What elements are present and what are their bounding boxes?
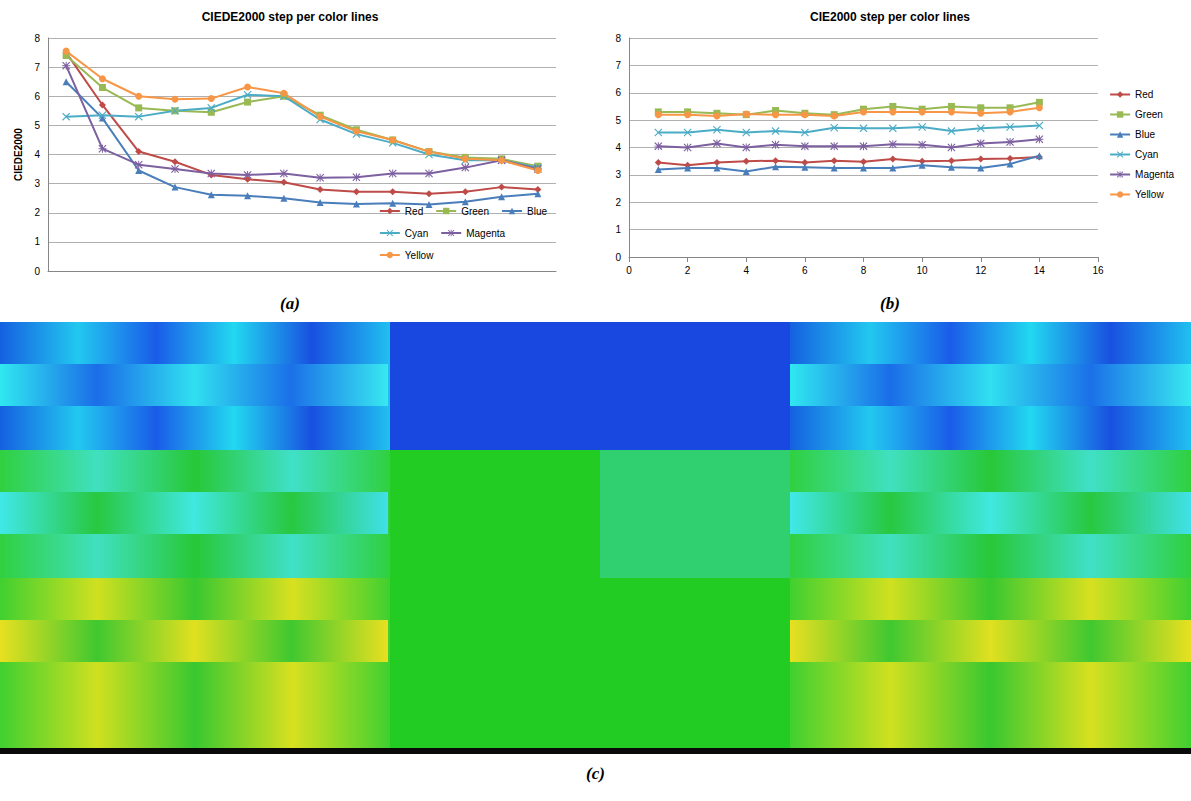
svg-text:12: 12 xyxy=(975,265,987,276)
svg-text:4: 4 xyxy=(615,142,621,153)
svg-text:5: 5 xyxy=(34,120,40,131)
svg-text:2: 2 xyxy=(685,265,691,276)
svg-text:0: 0 xyxy=(626,265,632,276)
svg-text:Cyan: Cyan xyxy=(405,228,428,239)
svg-text:8: 8 xyxy=(34,33,40,44)
svg-text:Green: Green xyxy=(1135,109,1163,120)
svg-text:Red: Red xyxy=(405,206,423,217)
svg-text:2: 2 xyxy=(34,207,40,218)
svg-text:7: 7 xyxy=(34,62,40,73)
svg-text:0: 0 xyxy=(615,252,621,263)
svg-text:Magenta: Magenta xyxy=(1135,169,1174,180)
svg-text:CIEDE2000 step per color lines: CIEDE2000 step per color lines xyxy=(202,10,379,24)
svg-text:Yellow: Yellow xyxy=(1135,189,1164,200)
svg-text:8: 8 xyxy=(615,33,621,44)
svg-text:1: 1 xyxy=(615,224,621,235)
svg-text:10: 10 xyxy=(917,265,929,276)
svg-text:5: 5 xyxy=(615,115,621,126)
svg-text:6: 6 xyxy=(34,91,40,102)
html-text:(b): (b) xyxy=(880,294,900,313)
svg-text:3: 3 xyxy=(615,169,621,180)
svg-text:14: 14 xyxy=(1034,265,1046,276)
svg-text:Blue: Blue xyxy=(1135,129,1155,140)
svg-text:2: 2 xyxy=(615,197,621,208)
svg-text:6: 6 xyxy=(802,265,808,276)
svg-text:0: 0 xyxy=(34,266,40,277)
svg-text:7: 7 xyxy=(615,60,621,71)
svg-text:8: 8 xyxy=(861,265,867,276)
svg-text:6: 6 xyxy=(615,87,621,98)
svg-text:Yellow: Yellow xyxy=(405,250,434,261)
svg-text:Magenta: Magenta xyxy=(466,228,505,239)
svg-text:3: 3 xyxy=(34,178,40,189)
svg-text:4: 4 xyxy=(34,149,40,160)
svg-text:Red: Red xyxy=(1135,89,1153,100)
svg-text:Cyan: Cyan xyxy=(1135,149,1158,160)
svg-text:CIEDE2000: CIEDE2000 xyxy=(13,128,24,181)
svg-text:4: 4 xyxy=(743,265,749,276)
html-text:(c): (c) xyxy=(586,764,605,783)
svg-text:Blue: Blue xyxy=(527,206,547,217)
html-text:(a): (a) xyxy=(280,294,300,313)
svg-text:CIE2000 step per color lines: CIE2000 step per color lines xyxy=(810,10,970,24)
svg-text:1: 1 xyxy=(34,236,40,247)
svg-text:Green: Green xyxy=(461,206,489,217)
svg-text:16: 16 xyxy=(1092,265,1104,276)
